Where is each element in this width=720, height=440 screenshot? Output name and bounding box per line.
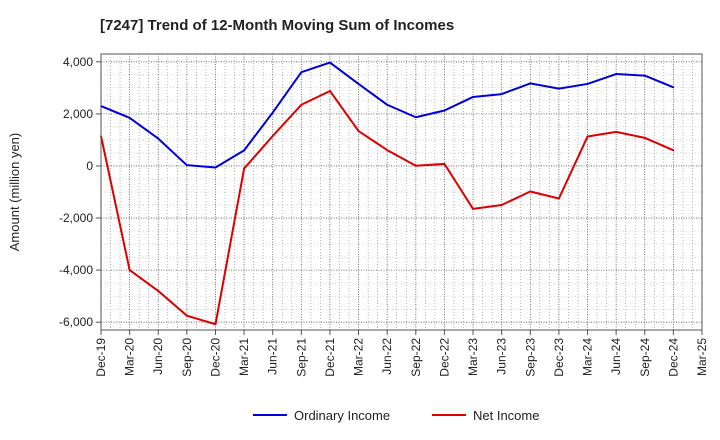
data-point [357, 130, 360, 132]
x-tick-label: Mar-24 [581, 338, 595, 376]
data-point [243, 149, 245, 152]
grid [100, 54, 703, 330]
data-point [672, 149, 675, 152]
x-tick-label: Mar-20 [123, 338, 137, 376]
data-point [386, 149, 388, 151]
x-tick-label: Sep-24 [638, 338, 652, 377]
data-point [586, 135, 589, 138]
series-group [100, 61, 675, 326]
data-point [357, 83, 360, 85]
data-point [443, 163, 446, 165]
y-axis: 4,000 2,000 0 -2,000 -4,000 -6,000 [59, 55, 101, 329]
y-tick-label: -4,000 [59, 263, 93, 277]
data-point [214, 323, 217, 326]
plot-frame [100, 53, 703, 331]
data-point [529, 82, 532, 85]
data-point [329, 90, 331, 92]
data-point [214, 166, 217, 169]
data-point [415, 116, 417, 119]
x-tick-label: Dec-23 [552, 338, 566, 377]
x-tick-label: Mar-23 [466, 338, 480, 376]
x-tick-label: Dec-19 [94, 338, 108, 377]
y-tick-label: 2,000 [63, 107, 93, 121]
data-point [271, 111, 274, 114]
data-point [500, 93, 503, 95]
data-point [300, 103, 303, 106]
data-point [672, 86, 675, 89]
y-tick-label: -6,000 [59, 315, 93, 329]
data-point [500, 204, 503, 206]
data-point [300, 71, 303, 74]
data-point [615, 73, 617, 75]
chart-title: [7247] Trend of 12-Month Moving Sum of I… [100, 17, 454, 34]
x-tick-label: Mar-22 [352, 338, 366, 376]
x-axis: Dec-19 Mar-20 Jun-20 Sep-20 Dec-20 Mar-21 Jun-… [94, 330, 709, 377]
data-point [443, 109, 446, 112]
x-tick-label: Dec-21 [323, 338, 337, 377]
x-tick-label: Sep-21 [294, 338, 308, 377]
data-point [586, 83, 589, 85]
data-point [415, 164, 417, 167]
x-tick-label: Dec-24 [666, 338, 680, 377]
data-point [643, 74, 646, 77]
data-point [472, 96, 474, 98]
x-tick-label: Jun-23 [495, 338, 509, 375]
x-tick-label: Sep-20 [180, 338, 194, 377]
data-point [558, 87, 560, 90]
x-tick-label: Sep-22 [409, 338, 423, 377]
data-point [186, 164, 188, 166]
x-tick-label: Jun-21 [266, 338, 280, 375]
x-tick-label: Sep-23 [523, 338, 537, 377]
data-point [386, 103, 388, 106]
data-point [128, 116, 131, 119]
data-point [472, 208, 474, 210]
x-tick-label: Jun-24 [609, 338, 623, 375]
data-point [329, 61, 331, 64]
data-point [157, 137, 160, 140]
y-tick-label: -2,000 [59, 211, 93, 225]
data-point [157, 290, 160, 292]
legend-label: Net Income [473, 408, 539, 423]
x-tick-label: Dec-20 [208, 338, 222, 377]
data-point [529, 190, 532, 193]
data-point [271, 135, 274, 137]
y-axis-label: Amount (million yen) [7, 133, 22, 252]
x-tick-label: Jun-22 [380, 338, 394, 375]
data-point [243, 167, 245, 170]
legend-label: Ordinary Income [294, 408, 390, 423]
x-tick-label: Mar-21 [237, 338, 251, 376]
legend: Ordinary Income Net Income [253, 408, 539, 423]
x-tick-label: Jun-20 [151, 338, 165, 375]
y-tick-label: 0 [86, 159, 93, 173]
data-point [128, 269, 131, 271]
x-tick-label: Mar-25 [695, 338, 709, 376]
x-tick-label: Dec-22 [437, 338, 451, 377]
data-point [615, 131, 617, 133]
data-point [558, 197, 560, 200]
y-tick-label: 4,000 [63, 55, 93, 69]
data-point [643, 137, 646, 139]
data-point [186, 314, 188, 317]
